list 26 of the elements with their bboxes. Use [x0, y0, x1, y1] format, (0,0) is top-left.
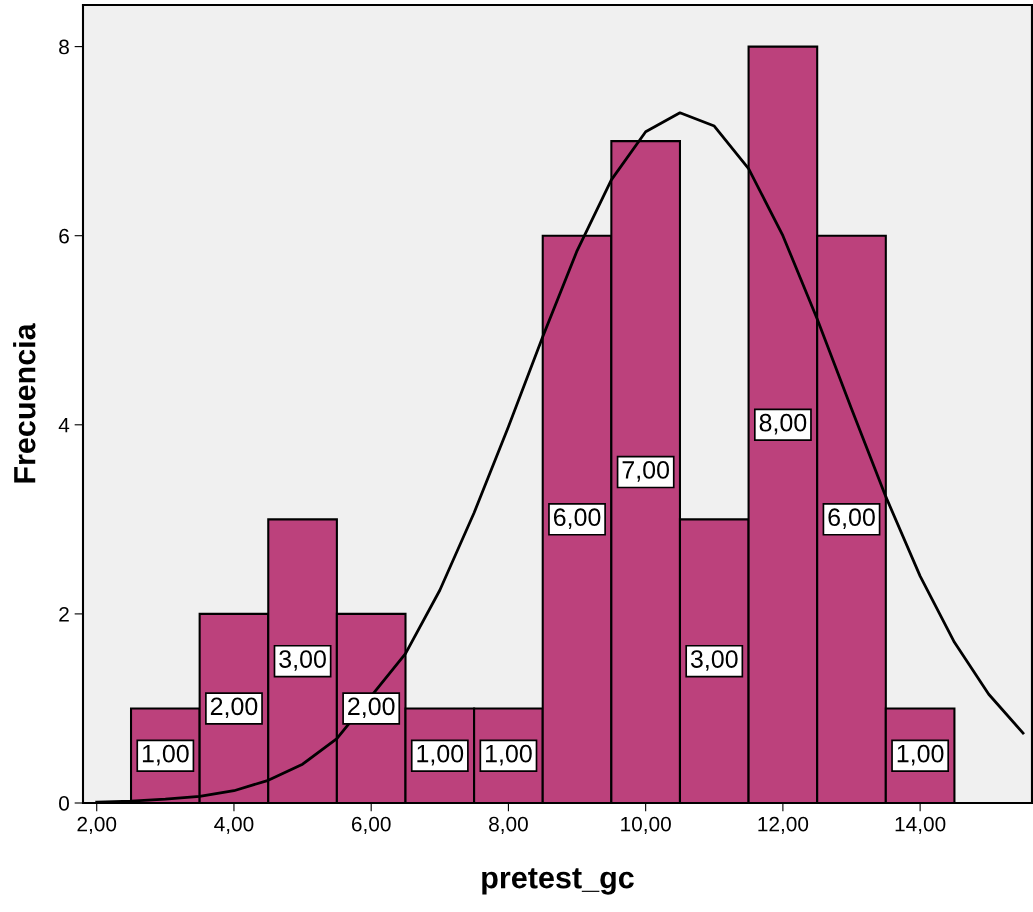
- x-tick-label: 6,00: [351, 816, 391, 834]
- y-tick-label: 2: [59, 606, 69, 622]
- data-label: 3,00: [279, 650, 326, 671]
- data-label: 6,00: [553, 508, 601, 530]
- data-label: 2,00: [348, 697, 395, 719]
- x-tick-label: 4,00: [214, 816, 254, 834]
- data-label: 1,00: [897, 744, 944, 766]
- data-label: 3,00: [690, 650, 738, 671]
- y-tick-label: 8: [59, 39, 69, 55]
- y-tick-label: 6: [59, 228, 69, 244]
- x-tick-label: 2,00: [77, 816, 117, 834]
- y-tick-label: 4: [58, 418, 70, 433]
- x-tick-label: 14,00: [895, 816, 946, 834]
- data-label: 1,00: [486, 744, 532, 766]
- y-tick-label: 0: [59, 796, 69, 811]
- data-label: 1,00: [142, 744, 189, 766]
- x-tick-label: 10,00: [621, 816, 671, 834]
- data-label: 6,00: [828, 508, 875, 530]
- x-tick-label: 12,00: [758, 816, 809, 834]
- data-label: 2,00: [210, 697, 258, 719]
- data-label: 7,00: [622, 461, 670, 482]
- y-axis-title: Frecuencia: [13, 323, 36, 483]
- data-label: 8,00: [759, 413, 807, 435]
- data-label: 1,00: [417, 744, 464, 766]
- x-axis-title: pretest_gc: [482, 868, 634, 895]
- x-tick-label: 8,00: [489, 816, 528, 834]
